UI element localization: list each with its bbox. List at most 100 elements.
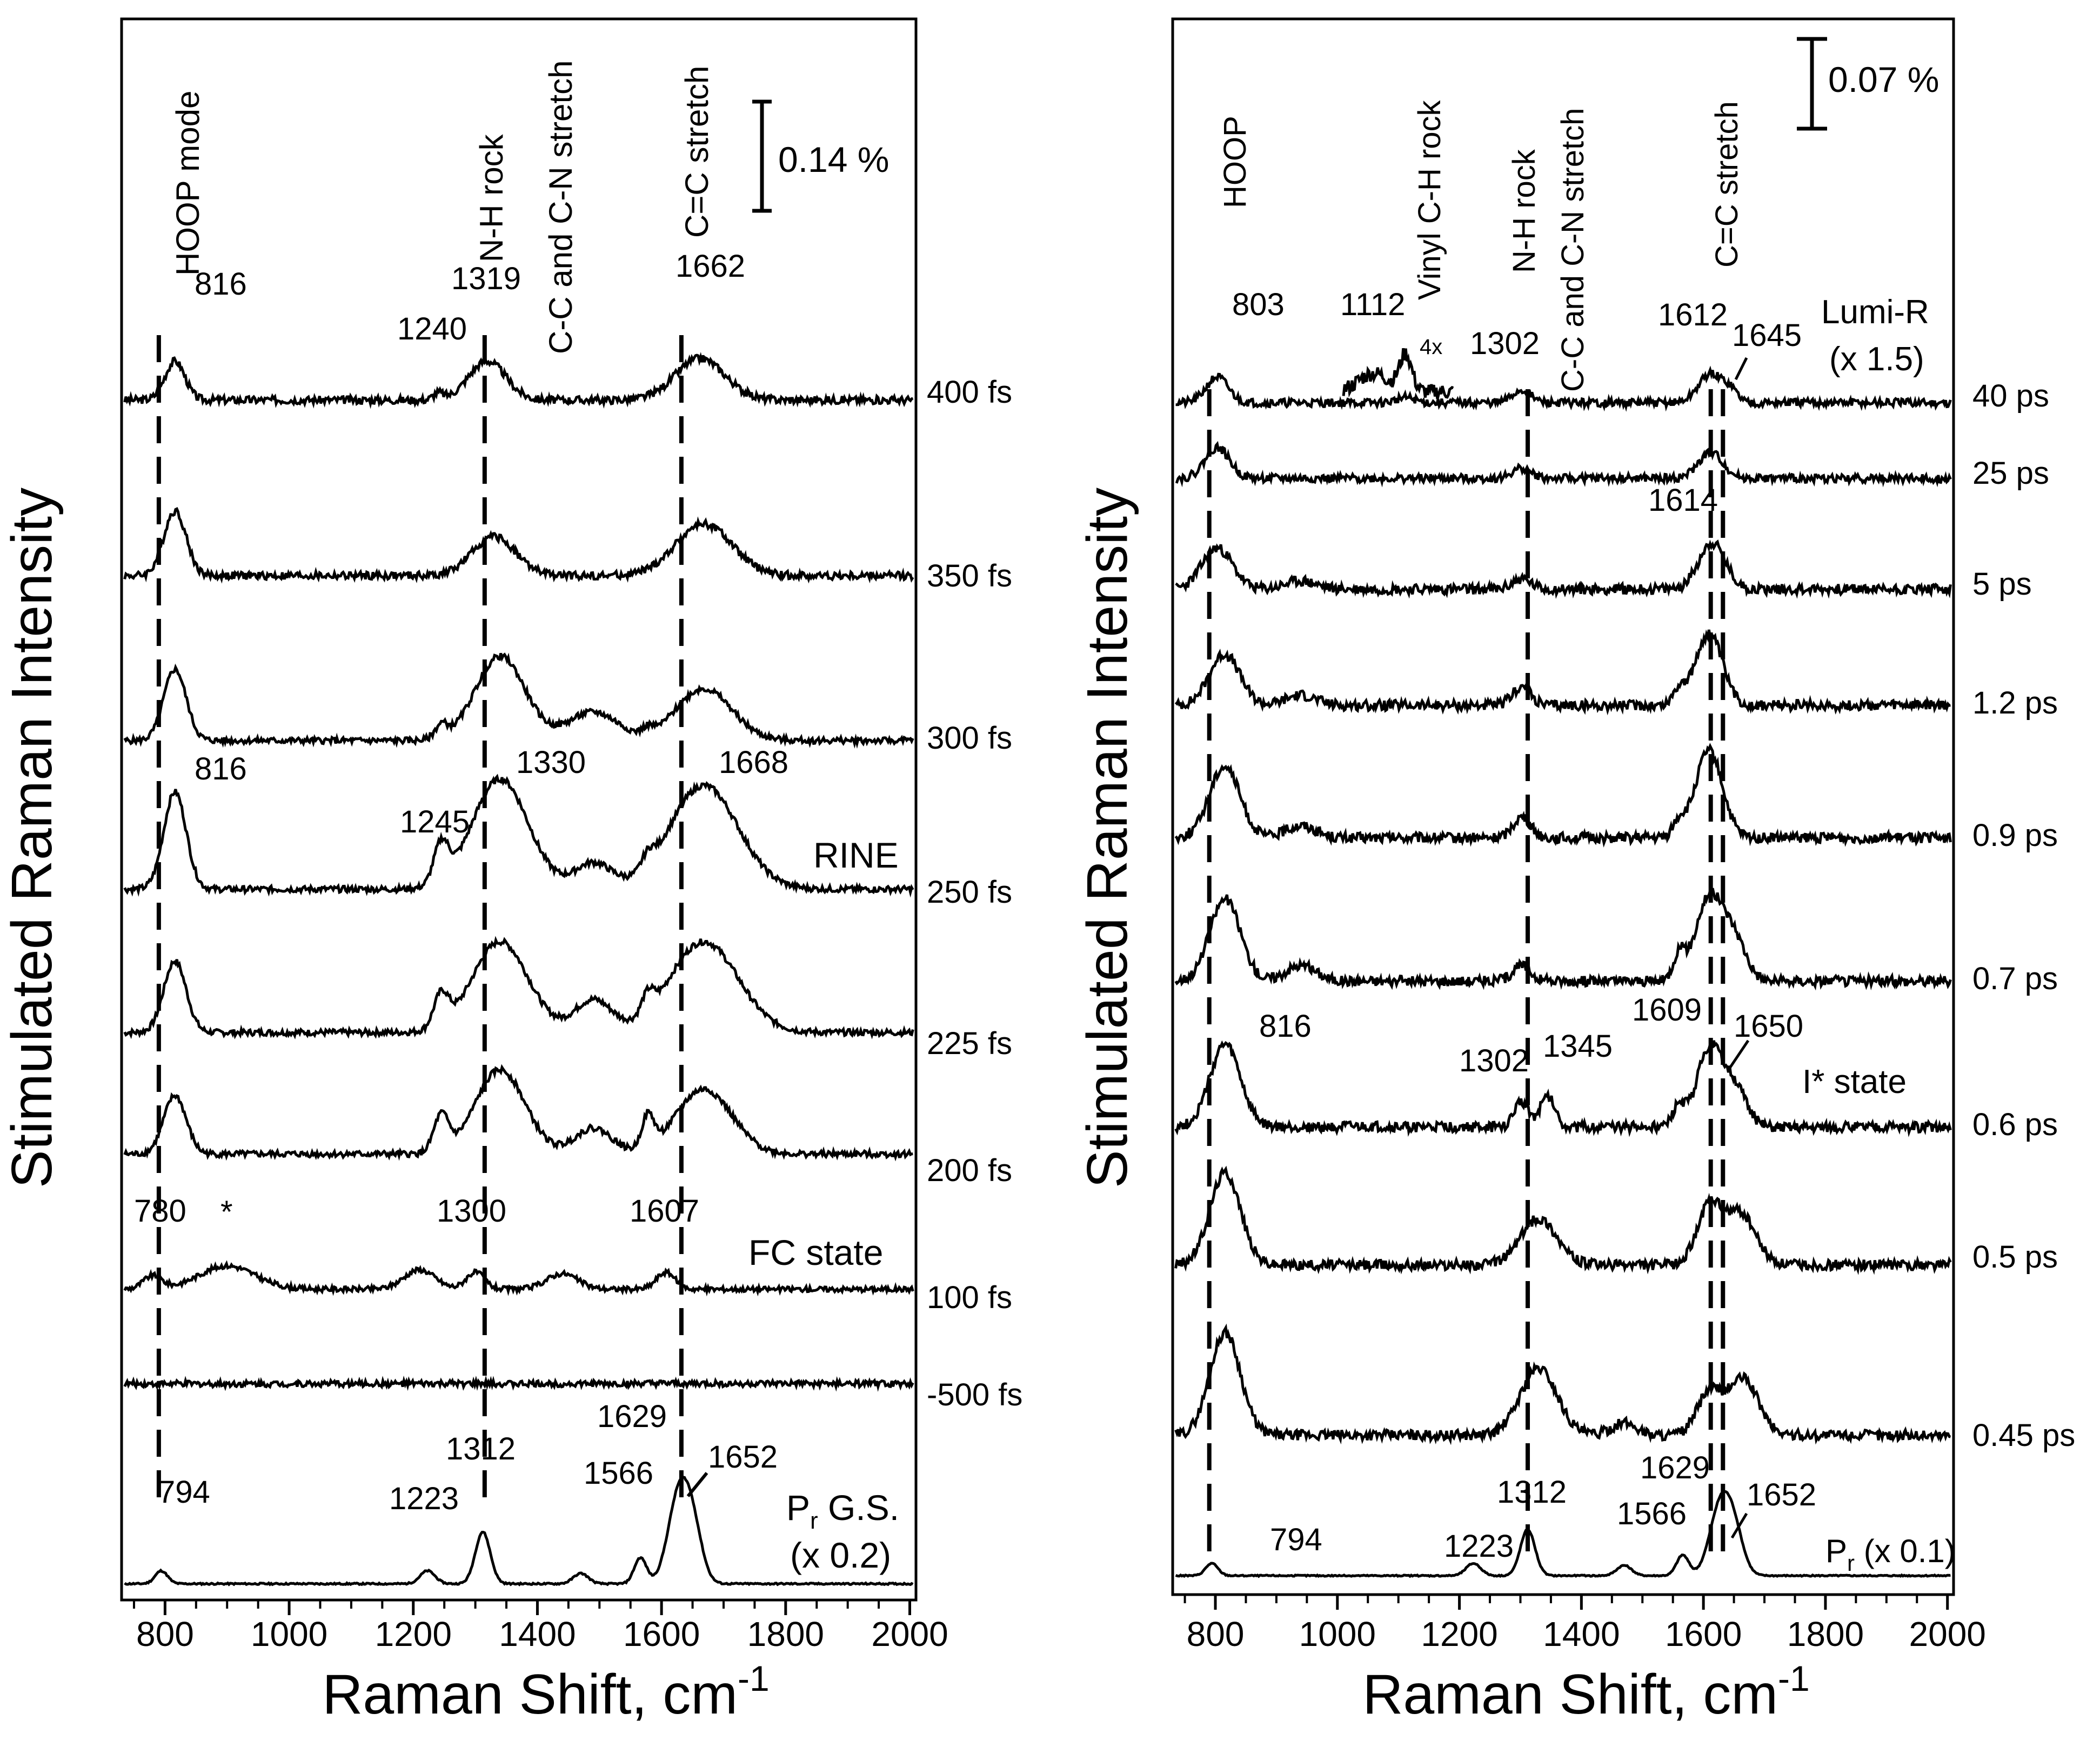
right-annotation: 1645 — [1732, 318, 1802, 353]
left-traces: 400 fs 350 fs 300 fs 250 fs 225 fs 200 fs 100 … — [123, 352, 1022, 1586]
left-dashed-lines — [156, 335, 684, 1503]
right-annotation: 1612 — [1658, 297, 1728, 332]
left-x-axis-label: Raman Shift, cm-1 — [322, 1658, 769, 1726]
right-annotation: 1302 — [1470, 326, 1540, 361]
left-annotation: RINE — [813, 835, 899, 875]
x-tick-label: 1600 — [1665, 1615, 1742, 1654]
right-pointer-1645 — [1734, 357, 1748, 381]
x-tick-label: 1600 — [623, 1615, 700, 1654]
trace-time-label: 200 fs — [927, 1153, 1012, 1188]
right-y-axis-label: Stimulated Raman Intensity — [1075, 488, 1139, 1188]
right-annotation: 1345 — [1543, 1029, 1613, 1064]
right-annotation: 1614 — [1648, 483, 1718, 518]
left-annotation: 1223 — [389, 1481, 459, 1516]
left-annotation: 1566 — [584, 1456, 653, 1491]
x-tick-label: 800 — [136, 1615, 194, 1654]
spectrum-trace — [1174, 629, 1951, 716]
right-mode-label-hoop: HOOP — [1218, 116, 1253, 208]
right-plot-frame — [1171, 17, 1955, 1596]
right-vinyl-4x-inset — [1342, 348, 1454, 399]
left-y-axis-label: Stimulated Raman Intensity — [0, 488, 64, 1188]
right-annotation: 1629 — [1640, 1450, 1710, 1485]
right-annotation: 794 — [1270, 1522, 1322, 1557]
spectrum-trace — [124, 1476, 914, 1586]
trace-time-label: 0.6 ps — [1972, 1107, 2058, 1142]
left-annotation: 780 — [134, 1194, 186, 1229]
trace-time-label: -500 fs — [927, 1377, 1022, 1412]
left-annotation: 1300 — [437, 1194, 506, 1229]
right-annotation: 803 — [1232, 287, 1285, 322]
left-x-ticks: 800 1000 1200 1400 1600 1800 2000 — [132, 1600, 948, 1654]
left-mode-label-cc-cn: C-C and C-N stretch — [543, 61, 579, 354]
right-mode-label-cc-stretch: C=C stretch — [1709, 101, 1744, 268]
trace-time-label: 350 fs — [927, 558, 1012, 594]
right-annotation-pr: Pr (x 0.1) — [1825, 1533, 1956, 1576]
x-tick-label: 1000 — [1299, 1615, 1376, 1654]
left-pointer-1652 — [686, 1472, 708, 1497]
trace-time-label: 40 ps — [1972, 378, 2049, 414]
right-annotation: (x 1.5) — [1829, 341, 1924, 378]
trace-time-label: 250 fs — [927, 875, 1012, 910]
right-annotation: Lumi-R — [1821, 294, 1929, 331]
left-mode-label-hoop: HOOP mode — [170, 91, 206, 276]
spectrum-trace — [123, 1064, 913, 1162]
left-mode-label-nh-rock: N-H rock — [473, 134, 510, 262]
right-annotation: I* state — [1802, 1063, 1907, 1101]
left-annotation: 1652 — [708, 1439, 778, 1475]
left-plot-frame — [120, 17, 918, 1602]
right-annotation: 1223 — [1444, 1529, 1514, 1564]
left-annotation: 1330 — [516, 745, 586, 780]
right-annotation: 1112 — [1340, 287, 1405, 322]
trace-time-label: 1.2 ps — [1972, 685, 2058, 721]
right-annotation: 816 — [1259, 1009, 1312, 1044]
x-tick-label: 1200 — [1421, 1615, 1497, 1654]
spectrum-trace — [123, 936, 914, 1039]
right-annotation: 1650 — [1734, 1009, 1803, 1044]
left-annotation: FC state — [748, 1232, 883, 1272]
right-pointer-1650 — [1727, 1039, 1750, 1071]
x-tick-label: 1000 — [251, 1615, 327, 1654]
trace-time-label: 225 fs — [927, 1026, 1012, 1061]
spectrum-trace — [1174, 1040, 1952, 1137]
left-annotation: 1668 — [719, 745, 788, 780]
left-annotation: 816 — [195, 751, 247, 786]
spectrum-trace — [1175, 365, 1952, 412]
left-annotation: 1312 — [446, 1431, 516, 1466]
right-scalebar-label: 0.07 % — [1828, 59, 1939, 99]
x-tick-label: 2000 — [1909, 1615, 1986, 1654]
spectrum-trace — [1175, 1490, 1951, 1578]
left-annotation: 1240 — [397, 311, 467, 346]
right-annotation: 1652 — [1747, 1477, 1816, 1512]
left-annotation: 1245 — [400, 804, 470, 839]
trace-time-label: 300 fs — [927, 721, 1012, 756]
right-annotation: 1312 — [1497, 1475, 1567, 1510]
right-annotation: 1566 — [1617, 1496, 1687, 1531]
x-tick-label: 1200 — [375, 1615, 452, 1654]
left-annotation: 816 — [195, 266, 247, 302]
trace-time-label: 0.5 ps — [1972, 1239, 2058, 1275]
trace-time-label: 0.9 ps — [1972, 818, 2058, 853]
right-mode-label-nh-rock: N-H rock — [1507, 149, 1542, 273]
right-annotation: 4x — [1420, 335, 1442, 359]
left-annotation: 1319 — [451, 261, 521, 296]
right-panel: 40 ps 25 ps 5 ps 1.2 ps 0.9 ps 0.7 ps 0.6 ps 0.… — [1075, 17, 2075, 1726]
spectrum-trace — [123, 507, 914, 584]
spectrum-trace — [123, 774, 914, 898]
left-scalebar-label: 0.14 % — [778, 139, 889, 179]
spectrum-trace — [1174, 885, 1952, 991]
spectrum-trace — [123, 1375, 914, 1392]
x-tick-label: 2000 — [871, 1615, 948, 1654]
right-mode-label-cc-cn: C-C and C-N stretch — [1555, 108, 1590, 392]
right-pointer-1652 — [1730, 1512, 1748, 1539]
x-tick-label: 1400 — [499, 1615, 576, 1654]
spectrum-trace — [1174, 1323, 1951, 1445]
x-tick-label: 1400 — [1543, 1615, 1620, 1654]
spectrum-trace — [1174, 1165, 1952, 1275]
right-dashed-lines — [1207, 389, 1726, 1557]
spectrum-trace — [123, 652, 914, 749]
left-mode-label-cc-stretch: C=C stretch — [679, 66, 715, 238]
left-annotation: 1662 — [676, 249, 745, 284]
left-annotation: * — [220, 1195, 233, 1230]
right-traces: 40 ps 25 ps 5 ps 1.2 ps 0.9 ps 0.7 ps 0.6 ps 0.… — [1174, 365, 2075, 1578]
